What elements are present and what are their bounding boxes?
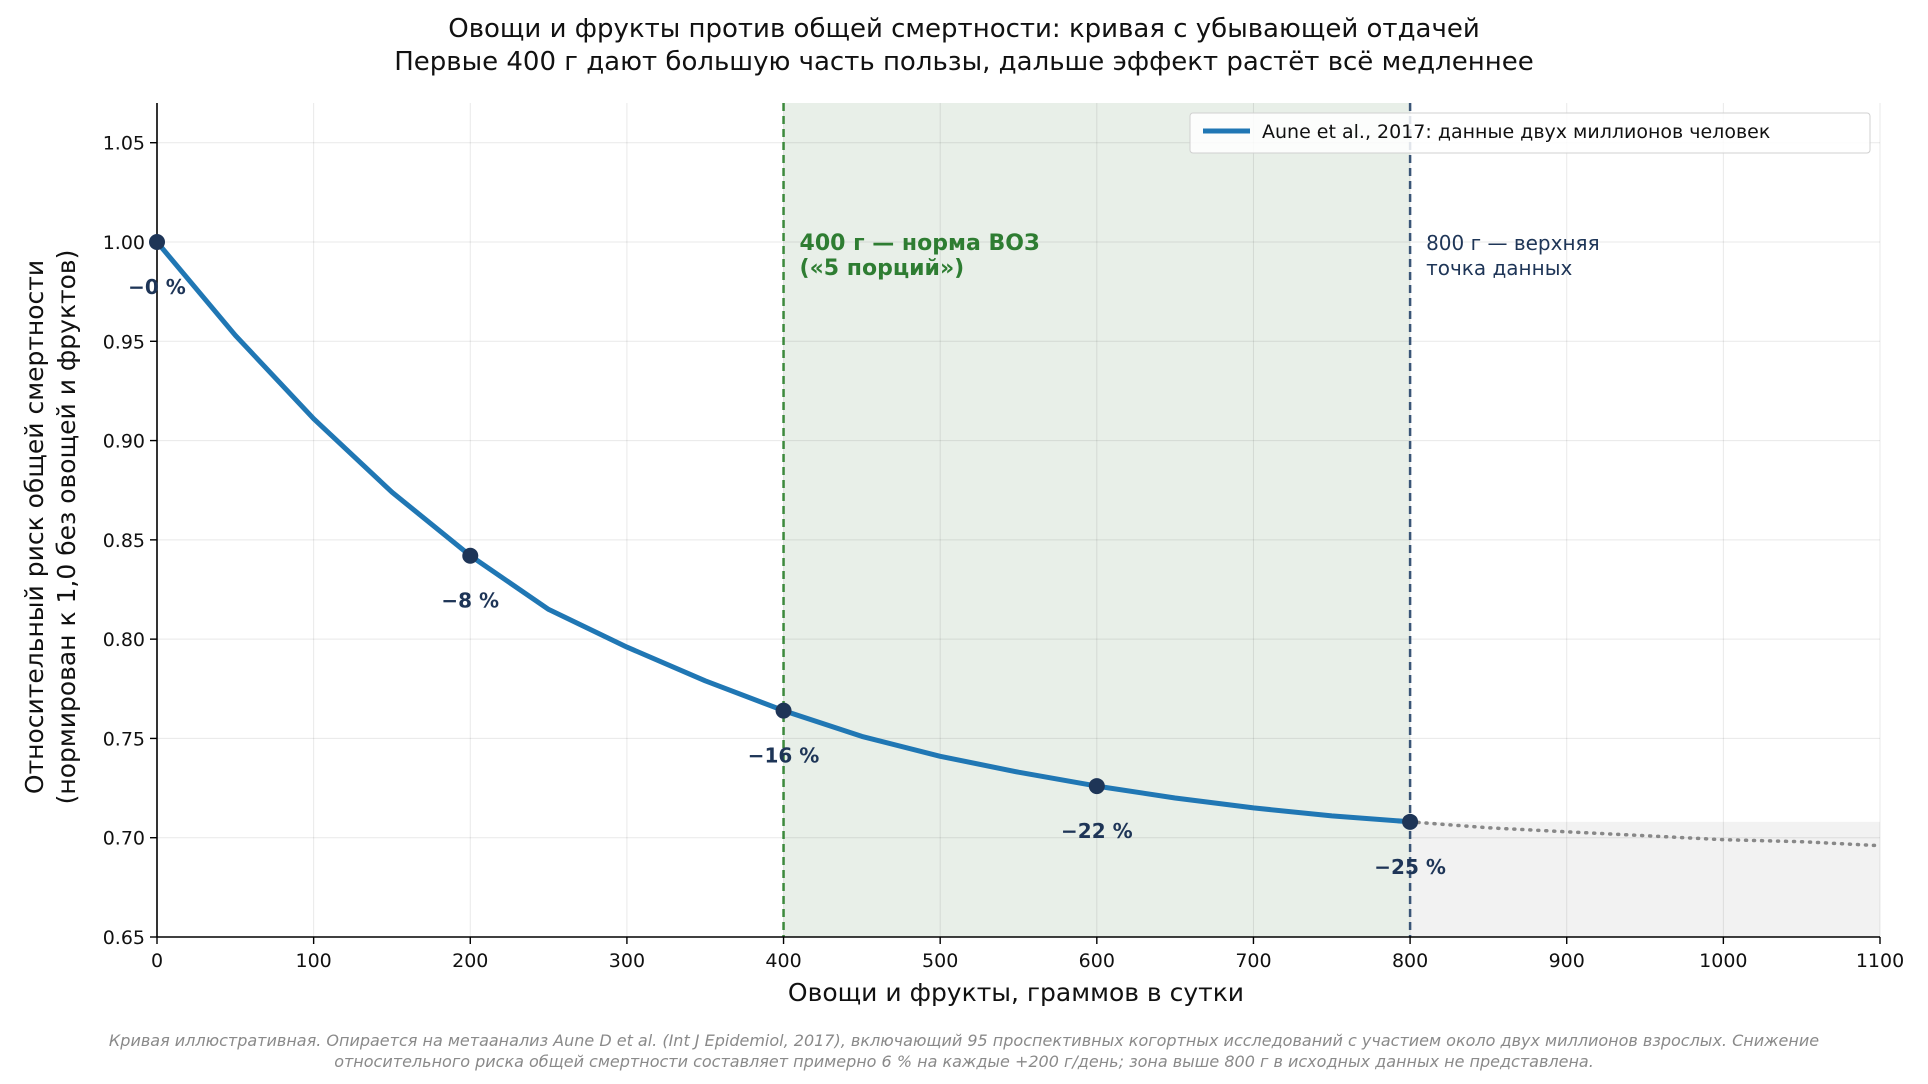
data-point-label-0: −0 % [128, 275, 186, 299]
x-tick-label-6: 600 [1079, 950, 1115, 972]
data-point-label-3: −22 % [1061, 819, 1133, 843]
data-point-4 [1402, 813, 1419, 830]
y-tick-label-7: 1.00 [103, 232, 145, 254]
vline-400-label-1: («5 порций») [800, 256, 965, 281]
y-tick-label-6: 0.95 [103, 331, 145, 353]
vline-800-label-0: 800 г — верхняя [1426, 231, 1600, 255]
y-axis-label-line1: Относительный риск общей смертности [20, 260, 49, 794]
series-line-1 [1408, 820, 1882, 848]
x-tick-label-11: 1100 [1856, 950, 1904, 972]
footnote-line-2: относительного риска общей смертности со… [334, 1052, 1594, 1071]
legend-label: Aune et al., 2017: данные двух миллионов… [1262, 121, 1770, 143]
y-tick-label-4: 0.85 [103, 530, 145, 552]
legend: Aune et al., 2017: данные двух миллионов… [1189, 112, 1871, 154]
y-tick-label-1: 0.70 [103, 828, 145, 850]
chart-subtitle: Первые 400 г дают большую часть пользы, … [394, 47, 1534, 77]
data-point-0 [149, 234, 165, 250]
y-tick-label-5: 0.90 [103, 431, 145, 453]
data-point-label-1: −8 % [441, 589, 499, 613]
footnote: Кривая иллюстративная. Опирается на мета… [0, 1030, 1928, 1072]
x-tick-label-8: 800 [1392, 950, 1428, 972]
vline-400-label-0: 400 г — норма ВОЗ [800, 231, 1040, 256]
x-tick-label-10: 1000 [1699, 950, 1747, 972]
y-tick-label-8: 1.05 [103, 133, 145, 155]
x-tick-label-7: 700 [1235, 950, 1271, 972]
x-axis-label: Овощи и фрукты, граммов в сутки [788, 978, 1244, 1007]
legend-box [1189, 112, 1871, 154]
x-tick-label-1: 100 [296, 950, 332, 972]
x-tick-label-3: 300 [609, 950, 645, 972]
data-point-3 [1088, 778, 1105, 795]
data-point-label-4: −25 % [1374, 855, 1446, 879]
data-point-label-2: −16 % [748, 744, 820, 768]
x-tick-label-2: 200 [452, 950, 488, 972]
y-tick-label-2: 0.75 [103, 728, 145, 750]
footnote-line-1: Кривая иллюстративная. Опирается на мета… [108, 1031, 1820, 1050]
x-tick-label-9: 900 [1549, 950, 1585, 972]
chart-title: Овощи и фрукты против общей смертности: … [448, 14, 1480, 44]
y-tick-label-0: 0.65 [103, 927, 145, 949]
x-tick-label-5: 500 [922, 950, 958, 972]
y-axis-label-line2: (нормирован к 1,0 без овощей и фруктов) [52, 250, 81, 805]
data-point-2 [775, 702, 792, 719]
shaded-region-0 [783, 103, 1411, 937]
y-tick-label-3: 0.80 [103, 629, 145, 651]
shaded-region-1 [1410, 821, 1880, 937]
x-tick-label-0: 0 [151, 950, 163, 972]
x-tick-label-4: 400 [765, 950, 801, 972]
data-point-1 [462, 547, 479, 564]
vline-800-label-1: точка данных [1426, 256, 1572, 280]
